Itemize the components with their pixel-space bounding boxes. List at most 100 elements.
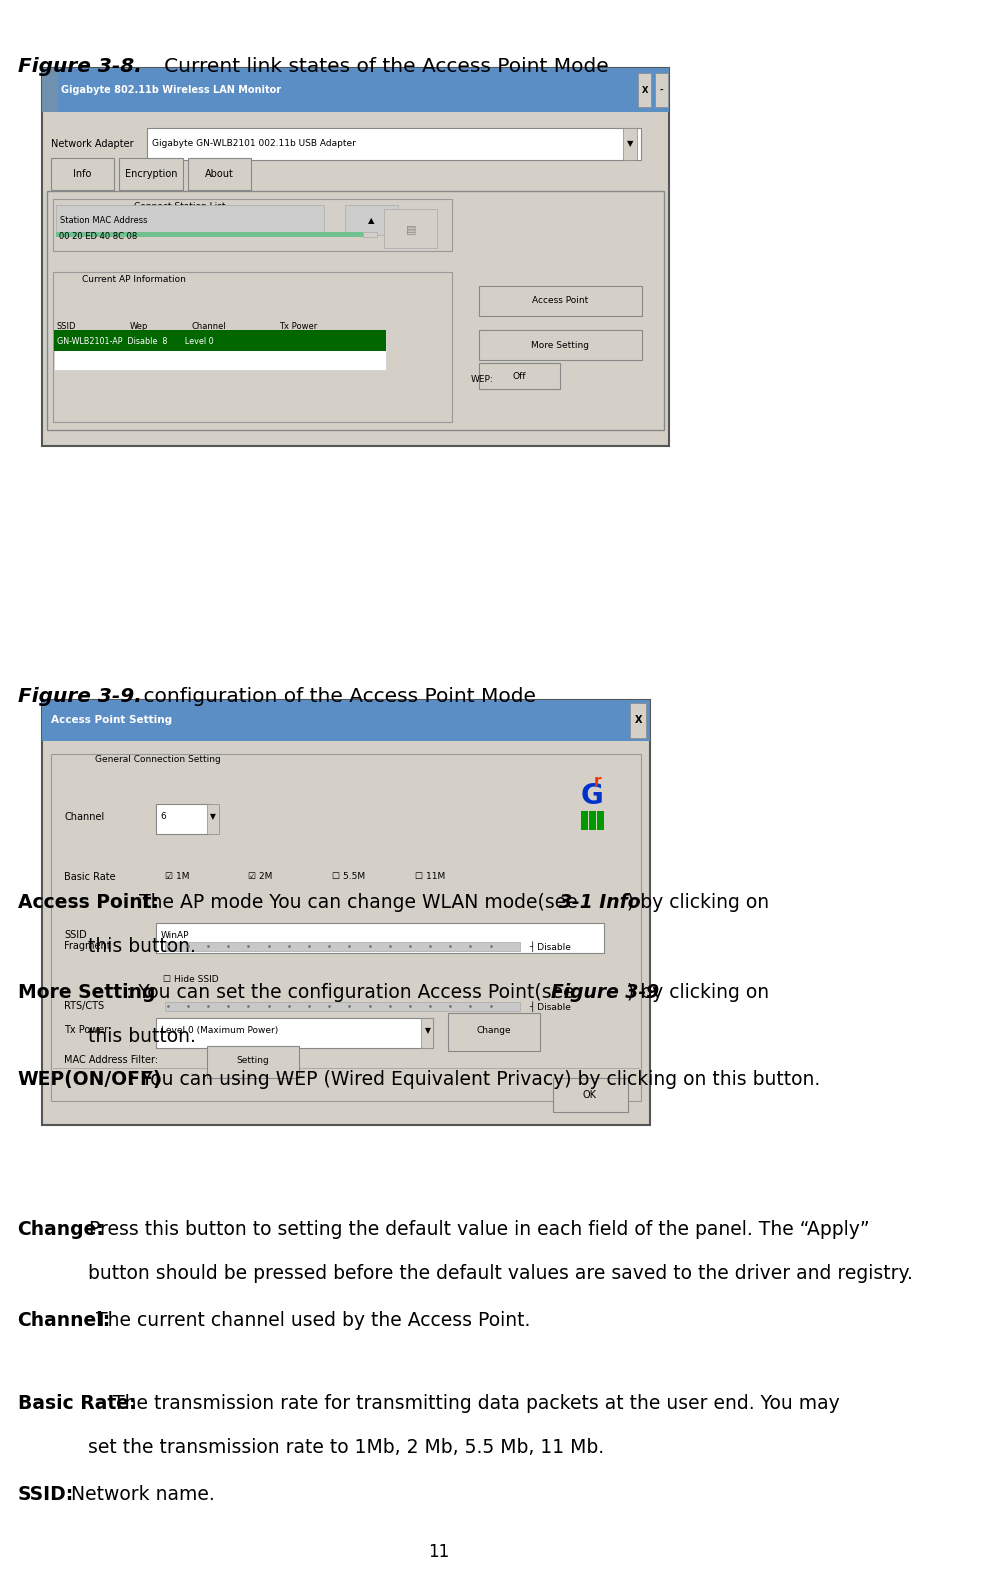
Text: Access Point Setting: Access Point Setting <box>51 716 172 725</box>
FancyBboxPatch shape <box>42 68 668 112</box>
Text: ☑ 1M: ☑ 1M <box>165 872 189 882</box>
Text: X: X <box>633 716 641 725</box>
FancyBboxPatch shape <box>42 700 649 741</box>
Text: More Setting: More Setting <box>531 341 589 349</box>
Text: ▤: ▤ <box>405 224 416 234</box>
Text: ☐ 5.5M: ☐ 5.5M <box>332 872 365 882</box>
Text: Access Point:: Access Point: <box>18 893 158 912</box>
Text: 00 20 ED 40 8C 08: 00 20 ED 40 8C 08 <box>59 232 137 240</box>
FancyBboxPatch shape <box>53 199 452 251</box>
FancyBboxPatch shape <box>479 330 641 360</box>
Text: ☐ Hide SSID: ☐ Hide SSID <box>163 975 218 984</box>
FancyBboxPatch shape <box>42 68 58 112</box>
Text: : You can set the configuration Access Point(see: : You can set the configuration Access P… <box>125 983 579 1002</box>
Text: Connect Station List: Connect Station List <box>134 202 225 212</box>
Text: WEP:: WEP: <box>470 374 493 384</box>
Text: About: About <box>204 169 233 179</box>
FancyBboxPatch shape <box>637 73 650 107</box>
Text: Access Point: Access Point <box>532 297 588 305</box>
Text: ) by clicking on: ) by clicking on <box>626 893 769 912</box>
Text: ▼: ▼ <box>424 1025 430 1035</box>
Text: Wep: Wep <box>130 322 148 332</box>
Text: configuration of the Access Point Mode: configuration of the Access Point Mode <box>118 687 536 706</box>
Text: button should be pressed before the default values are saved to the driver and r: button should be pressed before the defa… <box>88 1264 912 1283</box>
FancyBboxPatch shape <box>156 804 208 834</box>
Text: MAC Address Filter:: MAC Address Filter: <box>64 1055 158 1065</box>
FancyBboxPatch shape <box>42 700 649 1125</box>
Text: ▲: ▲ <box>368 216 374 224</box>
FancyBboxPatch shape <box>447 1013 539 1051</box>
Text: Tx Power: Tx Power <box>64 1025 108 1035</box>
Text: -: - <box>659 85 662 95</box>
FancyBboxPatch shape <box>629 703 645 738</box>
Text: ┤ Disable: ┤ Disable <box>529 942 570 951</box>
FancyBboxPatch shape <box>580 811 587 830</box>
FancyBboxPatch shape <box>46 191 663 430</box>
FancyBboxPatch shape <box>51 158 114 190</box>
Text: Network name.: Network name. <box>65 1485 214 1504</box>
Text: Tx Power: Tx Power <box>279 322 317 332</box>
Text: Off: Off <box>512 371 526 381</box>
Text: ☐ 11M: ☐ 11M <box>415 872 445 882</box>
Text: Channel:: Channel: <box>18 1311 110 1330</box>
FancyBboxPatch shape <box>479 363 559 389</box>
Text: this button.: this button. <box>88 1027 195 1046</box>
Text: The current channel used by the Access Point.: The current channel used by the Access P… <box>90 1311 530 1330</box>
FancyBboxPatch shape <box>345 205 397 235</box>
FancyBboxPatch shape <box>363 232 376 237</box>
FancyBboxPatch shape <box>53 272 452 422</box>
FancyBboxPatch shape <box>156 923 603 953</box>
Text: Level 0 (Maximum Power): Level 0 (Maximum Power) <box>160 1025 278 1035</box>
Text: Press this button to setting the default value in each field of the panel. The “: Press this button to setting the default… <box>82 1220 868 1239</box>
Text: The transmission rate for transmitting data packets at the user end. You may: The transmission rate for transmitting d… <box>107 1394 839 1413</box>
Text: this button.: this button. <box>88 937 195 956</box>
FancyBboxPatch shape <box>147 128 640 160</box>
FancyBboxPatch shape <box>187 158 250 190</box>
Text: Gigabyte GN-WLB2101 002.11b USB Adapter: Gigabyte GN-WLB2101 002.11b USB Adapter <box>151 139 356 149</box>
Text: X: X <box>641 85 647 95</box>
Text: 3-1 Info: 3-1 Info <box>558 893 640 912</box>
Text: ☑ 2M: ☑ 2M <box>248 872 273 882</box>
FancyBboxPatch shape <box>54 330 386 370</box>
Text: Channel: Channel <box>64 812 104 822</box>
Text: Basic Rate:: Basic Rate: <box>18 1394 136 1413</box>
Text: WinAP: WinAP <box>160 931 189 940</box>
Text: Fragment: Fragment <box>64 942 110 951</box>
Text: OK: OK <box>582 1090 596 1100</box>
FancyBboxPatch shape <box>596 811 603 830</box>
FancyBboxPatch shape <box>42 68 668 446</box>
FancyBboxPatch shape <box>51 754 640 1101</box>
Text: More Setting: More Setting <box>18 983 155 1002</box>
FancyBboxPatch shape <box>165 1002 520 1011</box>
Text: r: r <box>593 774 600 788</box>
Text: General Connection Setting: General Connection Setting <box>95 755 220 765</box>
Text: ▼: ▼ <box>210 812 216 822</box>
Text: Figure 3-8.: Figure 3-8. <box>18 57 141 76</box>
FancyBboxPatch shape <box>654 73 667 107</box>
Text: Network Adapter: Network Adapter <box>51 139 133 149</box>
Text: Change: Change <box>476 1025 511 1035</box>
Text: ▼: ▼ <box>626 139 633 149</box>
Text: : You can using WEP (Wired Equivalent Privacy) by clicking on this button.: : You can using WEP (Wired Equivalent Pr… <box>129 1070 820 1089</box>
Text: G: G <box>580 782 603 811</box>
Text: GN-WLB2101-AP  Disable  8       Level 0: GN-WLB2101-AP Disable 8 Level 0 <box>57 337 213 346</box>
Text: Encryption: Encryption <box>124 169 177 179</box>
FancyBboxPatch shape <box>588 811 595 830</box>
FancyBboxPatch shape <box>207 1046 299 1078</box>
Text: SSID:: SSID: <box>18 1485 74 1504</box>
FancyBboxPatch shape <box>156 1018 432 1048</box>
FancyBboxPatch shape <box>54 330 386 351</box>
Text: Station MAC Address: Station MAC Address <box>60 216 147 224</box>
Text: Setting: Setting <box>236 1055 269 1065</box>
FancyBboxPatch shape <box>56 205 324 235</box>
Text: SSID: SSID <box>64 931 87 940</box>
FancyBboxPatch shape <box>384 209 437 248</box>
Text: Current AP Information: Current AP Information <box>81 275 185 284</box>
Text: Channel: Channel <box>191 322 225 332</box>
Text: The AP mode You can change WLAN mode(see: The AP mode You can change WLAN mode(see <box>133 893 583 912</box>
Text: Figure 3-9: Figure 3-9 <box>551 983 658 1002</box>
Text: WEP(ON/OFF): WEP(ON/OFF) <box>18 1070 162 1089</box>
FancyBboxPatch shape <box>207 804 219 834</box>
Text: ┤ Disable: ┤ Disable <box>529 1002 570 1011</box>
FancyBboxPatch shape <box>421 1018 432 1048</box>
